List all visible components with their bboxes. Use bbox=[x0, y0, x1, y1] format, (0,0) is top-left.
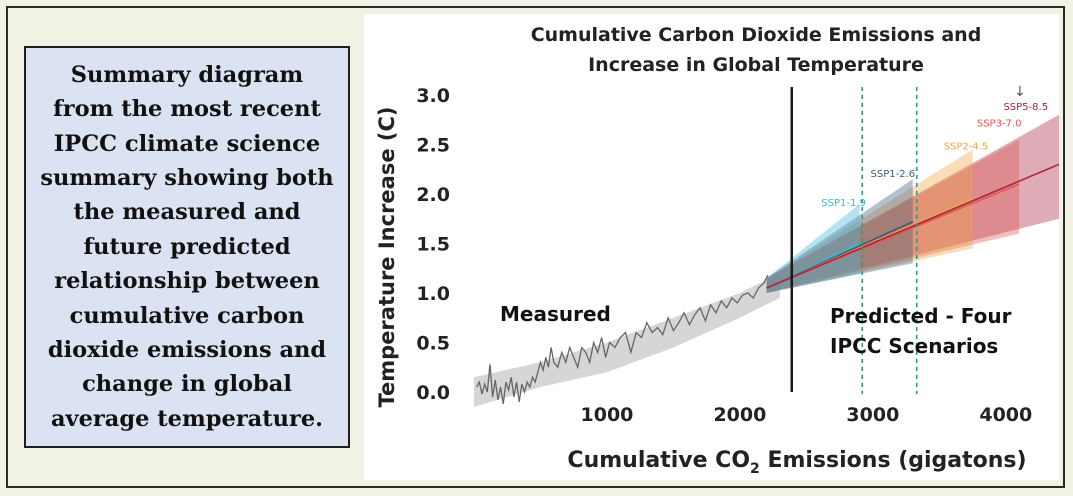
y-tick-label: 3.0 bbox=[416, 85, 450, 107]
band-ssp1-19 bbox=[766, 203, 860, 293]
band-ssp2-45 bbox=[766, 149, 973, 293]
chart-title-line2: Increase in Global Temperature bbox=[588, 54, 924, 76]
x-axis-label-prefix: Cumulative CO bbox=[567, 448, 750, 473]
chart-title-line1: Cumulative Carbon Dioxide Emissions and bbox=[531, 24, 982, 46]
band-ssp3-70 bbox=[766, 139, 1020, 293]
y-tick-label: 0.5 bbox=[416, 333, 450, 355]
band-ssp1-26 bbox=[766, 179, 913, 293]
y-tick-label: 0.0 bbox=[416, 382, 450, 404]
chart-panel: Cumulative Carbon Dioxide Emissions and … bbox=[364, 14, 1060, 480]
x-axis-label-suffix: Emissions (gigatons) bbox=[760, 448, 1027, 473]
arrow-down-icon: ↓ bbox=[1014, 84, 1026, 100]
annotation-measured: Measured bbox=[500, 302, 611, 326]
x-axis-label-subscript: 2 bbox=[750, 461, 760, 477]
line-ssp5-85 bbox=[766, 163, 1060, 289]
scenario-label: SSP1-1.9 bbox=[821, 198, 866, 209]
measured-line bbox=[476, 274, 769, 404]
caption-text: Summary diagram from the most recent IPC… bbox=[40, 61, 334, 432]
annotation-predicted-line1: Predicted - Four bbox=[830, 304, 1012, 328]
y-tick-label: 1.5 bbox=[416, 234, 450, 256]
x-tick-label: 4000 bbox=[979, 404, 1032, 426]
band-ssp5-85 bbox=[766, 114, 1059, 293]
chart-svg: Cumulative Carbon Dioxide Emissions and … bbox=[375, 24, 1060, 477]
y-tick-label: 1.0 bbox=[416, 283, 450, 305]
scenario-label: SSP1-2.6 bbox=[871, 169, 916, 180]
x-tick-label: 2000 bbox=[713, 404, 766, 426]
x-axis-label: Cumulative CO2 Emissions (gigatons) bbox=[567, 448, 1026, 477]
x-tick-label: 3000 bbox=[846, 404, 899, 426]
annotation-predicted-line2: IPCC Scenarios bbox=[830, 334, 998, 358]
scenario-label: SSP2-4.5 bbox=[944, 141, 989, 152]
scenario-label: SSP3-7.0 bbox=[977, 119, 1022, 130]
y-axis-label: Temperature Increase (C) bbox=[375, 106, 399, 407]
scenario-label: SSP5-8.5 bbox=[1003, 102, 1048, 113]
y-tick-label: 2.5 bbox=[416, 135, 450, 157]
y-tick-label: 2.0 bbox=[416, 184, 450, 206]
x-tick-label: 1000 bbox=[581, 404, 634, 426]
caption-box: Summary diagram from the most recent IPC… bbox=[24, 46, 350, 448]
